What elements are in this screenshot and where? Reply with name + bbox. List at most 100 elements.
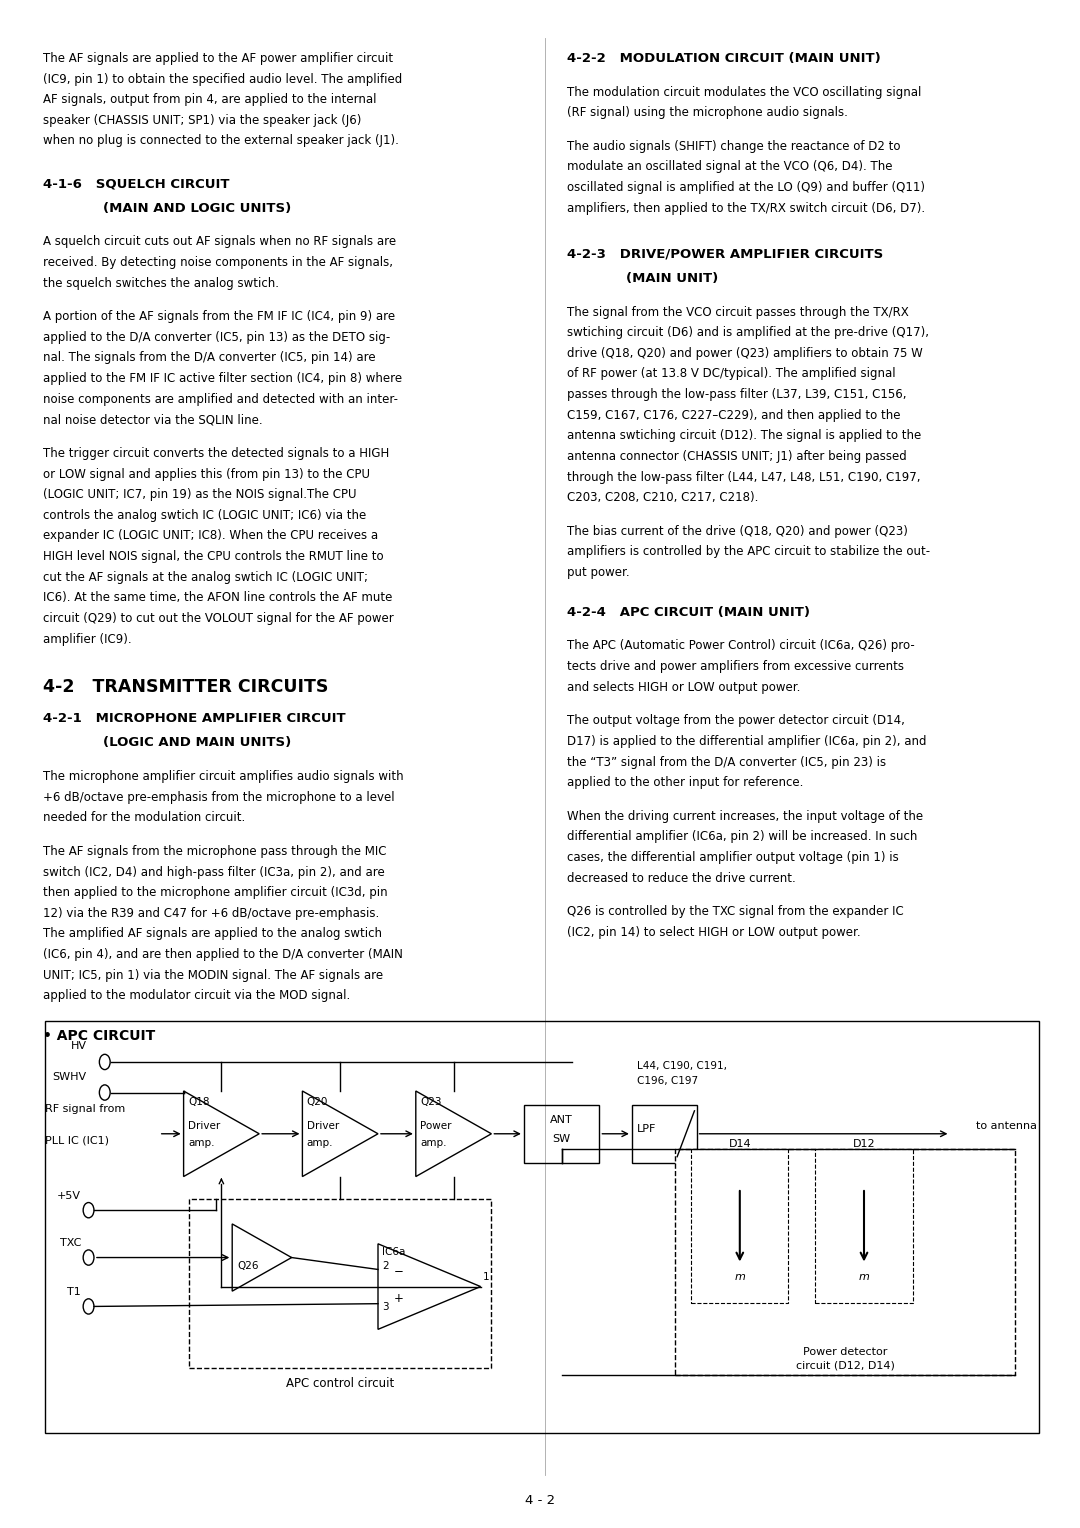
- Text: AF signals, output from pin 4, are applied to the internal: AF signals, output from pin 4, are appli…: [43, 93, 377, 107]
- Text: The APC (Automatic Power Control) circuit (IC6a, Q26) pro-: The APC (Automatic Power Control) circui…: [567, 639, 915, 652]
- Text: T1: T1: [67, 1287, 81, 1297]
- Text: The trigger circuit converts the detected signals to a HIGH: The trigger circuit converts the detecte…: [43, 446, 390, 460]
- Text: C203, C208, C210, C217, C218).: C203, C208, C210, C217, C218).: [567, 490, 758, 504]
- Text: The output voltage from the power detector circuit (D14,: The output voltage from the power detect…: [567, 714, 905, 727]
- Text: The audio signals (SHIFT) change the reactance of D2 to: The audio signals (SHIFT) change the rea…: [567, 141, 901, 153]
- Text: amp.: amp.: [188, 1138, 215, 1149]
- Text: nal noise detector via the SQLIN line.: nal noise detector via the SQLIN line.: [43, 413, 262, 426]
- Text: • APC CIRCUIT: • APC CIRCUIT: [43, 1028, 156, 1044]
- Text: RF signal from: RF signal from: [45, 1103, 125, 1114]
- Text: D14: D14: [729, 1138, 751, 1149]
- Text: modulate an oscillated signal at the VCO (Q6, D4). The: modulate an oscillated signal at the VCO…: [567, 160, 892, 174]
- Text: then applied to the microphone amplifier circuit (IC3d, pin: then applied to the microphone amplifier…: [43, 886, 388, 900]
- Text: IC6). At the same time, the AFON line controls the AF mute: IC6). At the same time, the AFON line co…: [43, 591, 392, 605]
- Text: ANT: ANT: [550, 1114, 573, 1125]
- Text: of RF power (at 13.8 V DC/typical). The amplified signal: of RF power (at 13.8 V DC/typical). The …: [567, 367, 895, 380]
- Text: 4-2-3   DRIVE/POWER AMPLIFIER CIRCUITS: 4-2-3 DRIVE/POWER AMPLIFIER CIRCUITS: [567, 248, 883, 261]
- Text: +: +: [394, 1293, 404, 1305]
- Text: the squelch switches the analog swtich.: the squelch switches the analog swtich.: [43, 277, 280, 290]
- Text: differential amplifier (IC6a, pin 2) will be increased. In such: differential amplifier (IC6a, pin 2) wil…: [567, 830, 917, 843]
- Bar: [45, 1021, 1039, 1433]
- Text: antenna swtiching circuit (D12). The signal is applied to the: antenna swtiching circuit (D12). The sig…: [567, 429, 921, 443]
- Text: nal. The signals from the D/A converter (IC5, pin 14) are: nal. The signals from the D/A converter …: [43, 351, 376, 365]
- Text: Q18: Q18: [188, 1097, 210, 1108]
- Text: (IC9, pin 1) to obtain the specified audio level. The amplified: (IC9, pin 1) to obtain the specified aud…: [43, 72, 403, 86]
- Bar: [691, 1149, 788, 1303]
- Text: speaker (CHASSIS UNIT; SP1) via the speaker jack (J6): speaker (CHASSIS UNIT; SP1) via the spea…: [43, 113, 362, 127]
- Text: C196, C197: C196, C197: [637, 1076, 699, 1086]
- Text: C159, C167, C176, C227–C229), and then applied to the: C159, C167, C176, C227–C229), and then a…: [567, 408, 901, 422]
- Text: passes through the low-pass filter (L37, L39, C151, C156,: passes through the low-pass filter (L37,…: [567, 388, 906, 402]
- Text: (MAIN AND LOGIC UNITS): (MAIN AND LOGIC UNITS): [103, 202, 291, 215]
- Text: applied to the FM IF IC active filter section (IC4, pin 8) where: applied to the FM IF IC active filter se…: [43, 371, 403, 385]
- Bar: [524, 1105, 599, 1163]
- Text: Power: Power: [420, 1120, 451, 1131]
- Text: SWHV: SWHV: [52, 1071, 86, 1082]
- Text: m: m: [859, 1271, 869, 1282]
- Text: The AF signals are applied to the AF power amplifier circuit: The AF signals are applied to the AF pow…: [43, 52, 393, 66]
- Text: 2: 2: [382, 1261, 389, 1271]
- Text: Power detector: Power detector: [802, 1346, 888, 1357]
- Text: switch (IC2, D4) and high-pass filter (IC3a, pin 2), and are: switch (IC2, D4) and high-pass filter (I…: [43, 865, 384, 879]
- Text: 3: 3: [382, 1302, 389, 1313]
- Text: the “T3” signal from the D/A converter (IC5, pin 23) is: the “T3” signal from the D/A converter (…: [567, 755, 886, 769]
- Text: UNIT; IC5, pin 1) via the MODIN signal. The AF signals are: UNIT; IC5, pin 1) via the MODIN signal. …: [43, 969, 383, 983]
- Bar: [632, 1105, 697, 1163]
- Bar: [815, 1149, 913, 1303]
- Text: (LOGIC AND MAIN UNITS): (LOGIC AND MAIN UNITS): [103, 736, 291, 750]
- Text: 4 - 2: 4 - 2: [525, 1494, 555, 1508]
- Bar: [189, 1199, 491, 1368]
- Text: The microphone amplifier circuit amplifies audio signals with: The microphone amplifier circuit amplifi…: [43, 770, 404, 784]
- Text: to antenna: to antenna: [976, 1122, 1037, 1131]
- Bar: [675, 1149, 1015, 1375]
- Text: (MAIN UNIT): (MAIN UNIT): [626, 272, 718, 286]
- Text: circuit (D12, D14): circuit (D12, D14): [796, 1360, 894, 1371]
- Text: through the low-pass filter (L44, L47, L48, L51, C190, C197,: through the low-pass filter (L44, L47, L…: [567, 471, 920, 484]
- Text: cut the AF signals at the analog swtich IC (LOGIC UNIT;: cut the AF signals at the analog swtich …: [43, 570, 368, 584]
- Text: +5V: +5V: [57, 1190, 81, 1201]
- Text: (IC2, pin 14) to select HIGH or LOW output power.: (IC2, pin 14) to select HIGH or LOW outp…: [567, 926, 861, 940]
- Text: applied to the modulator circuit via the MOD signal.: applied to the modulator circuit via the…: [43, 989, 350, 1002]
- Text: 1: 1: [483, 1271, 489, 1282]
- Text: 12) via the R39 and C47 for +6 dB/octave pre-emphasis.: 12) via the R39 and C47 for +6 dB/octave…: [43, 906, 379, 920]
- Text: The bias current of the drive (Q18, Q20) and power (Q23): The bias current of the drive (Q18, Q20)…: [567, 524, 908, 538]
- Text: tects drive and power amplifiers from excessive currents: tects drive and power amplifiers from ex…: [567, 660, 904, 674]
- Text: expander IC (LOGIC UNIT; IC8). When the CPU receives a: expander IC (LOGIC UNIT; IC8). When the …: [43, 529, 378, 542]
- Text: (LOGIC UNIT; IC7, pin 19) as the NOIS signal.The CPU: (LOGIC UNIT; IC7, pin 19) as the NOIS si…: [43, 487, 356, 501]
- Text: A squelch circuit cuts out AF signals when no RF signals are: A squelch circuit cuts out AF signals wh…: [43, 235, 396, 249]
- Text: L44, C190, C191,: L44, C190, C191,: [637, 1060, 727, 1071]
- Text: amp.: amp.: [307, 1138, 334, 1149]
- Text: applied to the other input for reference.: applied to the other input for reference…: [567, 776, 804, 790]
- Text: Driver: Driver: [188, 1120, 220, 1131]
- Text: IC6a: IC6a: [382, 1247, 406, 1258]
- Text: amplifier (IC9).: amplifier (IC9).: [43, 633, 132, 646]
- Text: circuit (Q29) to cut out the VOLOUT signal for the AF power: circuit (Q29) to cut out the VOLOUT sign…: [43, 611, 394, 625]
- Text: amplifiers is controlled by the APC circuit to stabilize the out-: amplifiers is controlled by the APC circ…: [567, 545, 930, 559]
- Text: D12: D12: [853, 1138, 875, 1149]
- Text: Q26: Q26: [238, 1261, 259, 1271]
- Text: amp.: amp.: [420, 1138, 447, 1149]
- Text: (RF signal) using the microphone audio signals.: (RF signal) using the microphone audio s…: [567, 105, 848, 119]
- Text: TXC: TXC: [59, 1238, 81, 1248]
- Text: PLL IC (IC1): PLL IC (IC1): [45, 1135, 109, 1146]
- Text: D17) is applied to the differential amplifier (IC6a, pin 2), and: D17) is applied to the differential ampl…: [567, 735, 927, 749]
- Text: (IC6, pin 4), and are then applied to the D/A converter (MAIN: (IC6, pin 4), and are then applied to th…: [43, 947, 403, 961]
- Text: 4-2-4   APC CIRCUIT (MAIN UNIT): 4-2-4 APC CIRCUIT (MAIN UNIT): [567, 605, 810, 619]
- Text: applied to the D/A converter (IC5, pin 13) as the DETO sig-: applied to the D/A converter (IC5, pin 1…: [43, 330, 391, 344]
- Text: 4-2   TRANSMITTER CIRCUITS: 4-2 TRANSMITTER CIRCUITS: [43, 678, 328, 697]
- Text: drive (Q18, Q20) and power (Q23) amplifiers to obtain 75 W: drive (Q18, Q20) and power (Q23) amplifi…: [567, 347, 922, 361]
- Text: 4-2-1   MICROPHONE AMPLIFIER CIRCUIT: 4-2-1 MICROPHONE AMPLIFIER CIRCUIT: [43, 712, 346, 726]
- Text: The amplified AF signals are applied to the analog swtich: The amplified AF signals are applied to …: [43, 927, 382, 941]
- Text: swtiching circuit (D6) and is amplified at the pre-drive (Q17),: swtiching circuit (D6) and is amplified …: [567, 325, 929, 339]
- Text: amplifiers, then applied to the TX/RX switch circuit (D6, D7).: amplifiers, then applied to the TX/RX sw…: [567, 202, 926, 215]
- Text: put power.: put power.: [567, 565, 630, 579]
- Text: Driver: Driver: [307, 1120, 339, 1131]
- Text: cases, the differential amplifier output voltage (pin 1) is: cases, the differential amplifier output…: [567, 851, 899, 865]
- Text: m: m: [734, 1271, 745, 1282]
- Text: HIGH level NOIS signal, the CPU controls the RMUT line to: HIGH level NOIS signal, the CPU controls…: [43, 550, 383, 564]
- Text: HV: HV: [70, 1041, 86, 1051]
- Text: needed for the modulation circuit.: needed for the modulation circuit.: [43, 811, 245, 825]
- Text: antenna connector (CHASSIS UNIT; J1) after being passed: antenna connector (CHASSIS UNIT; J1) aft…: [567, 449, 907, 463]
- Text: decreased to reduce the drive current.: decreased to reduce the drive current.: [567, 871, 796, 885]
- Text: APC control circuit: APC control circuit: [286, 1377, 394, 1390]
